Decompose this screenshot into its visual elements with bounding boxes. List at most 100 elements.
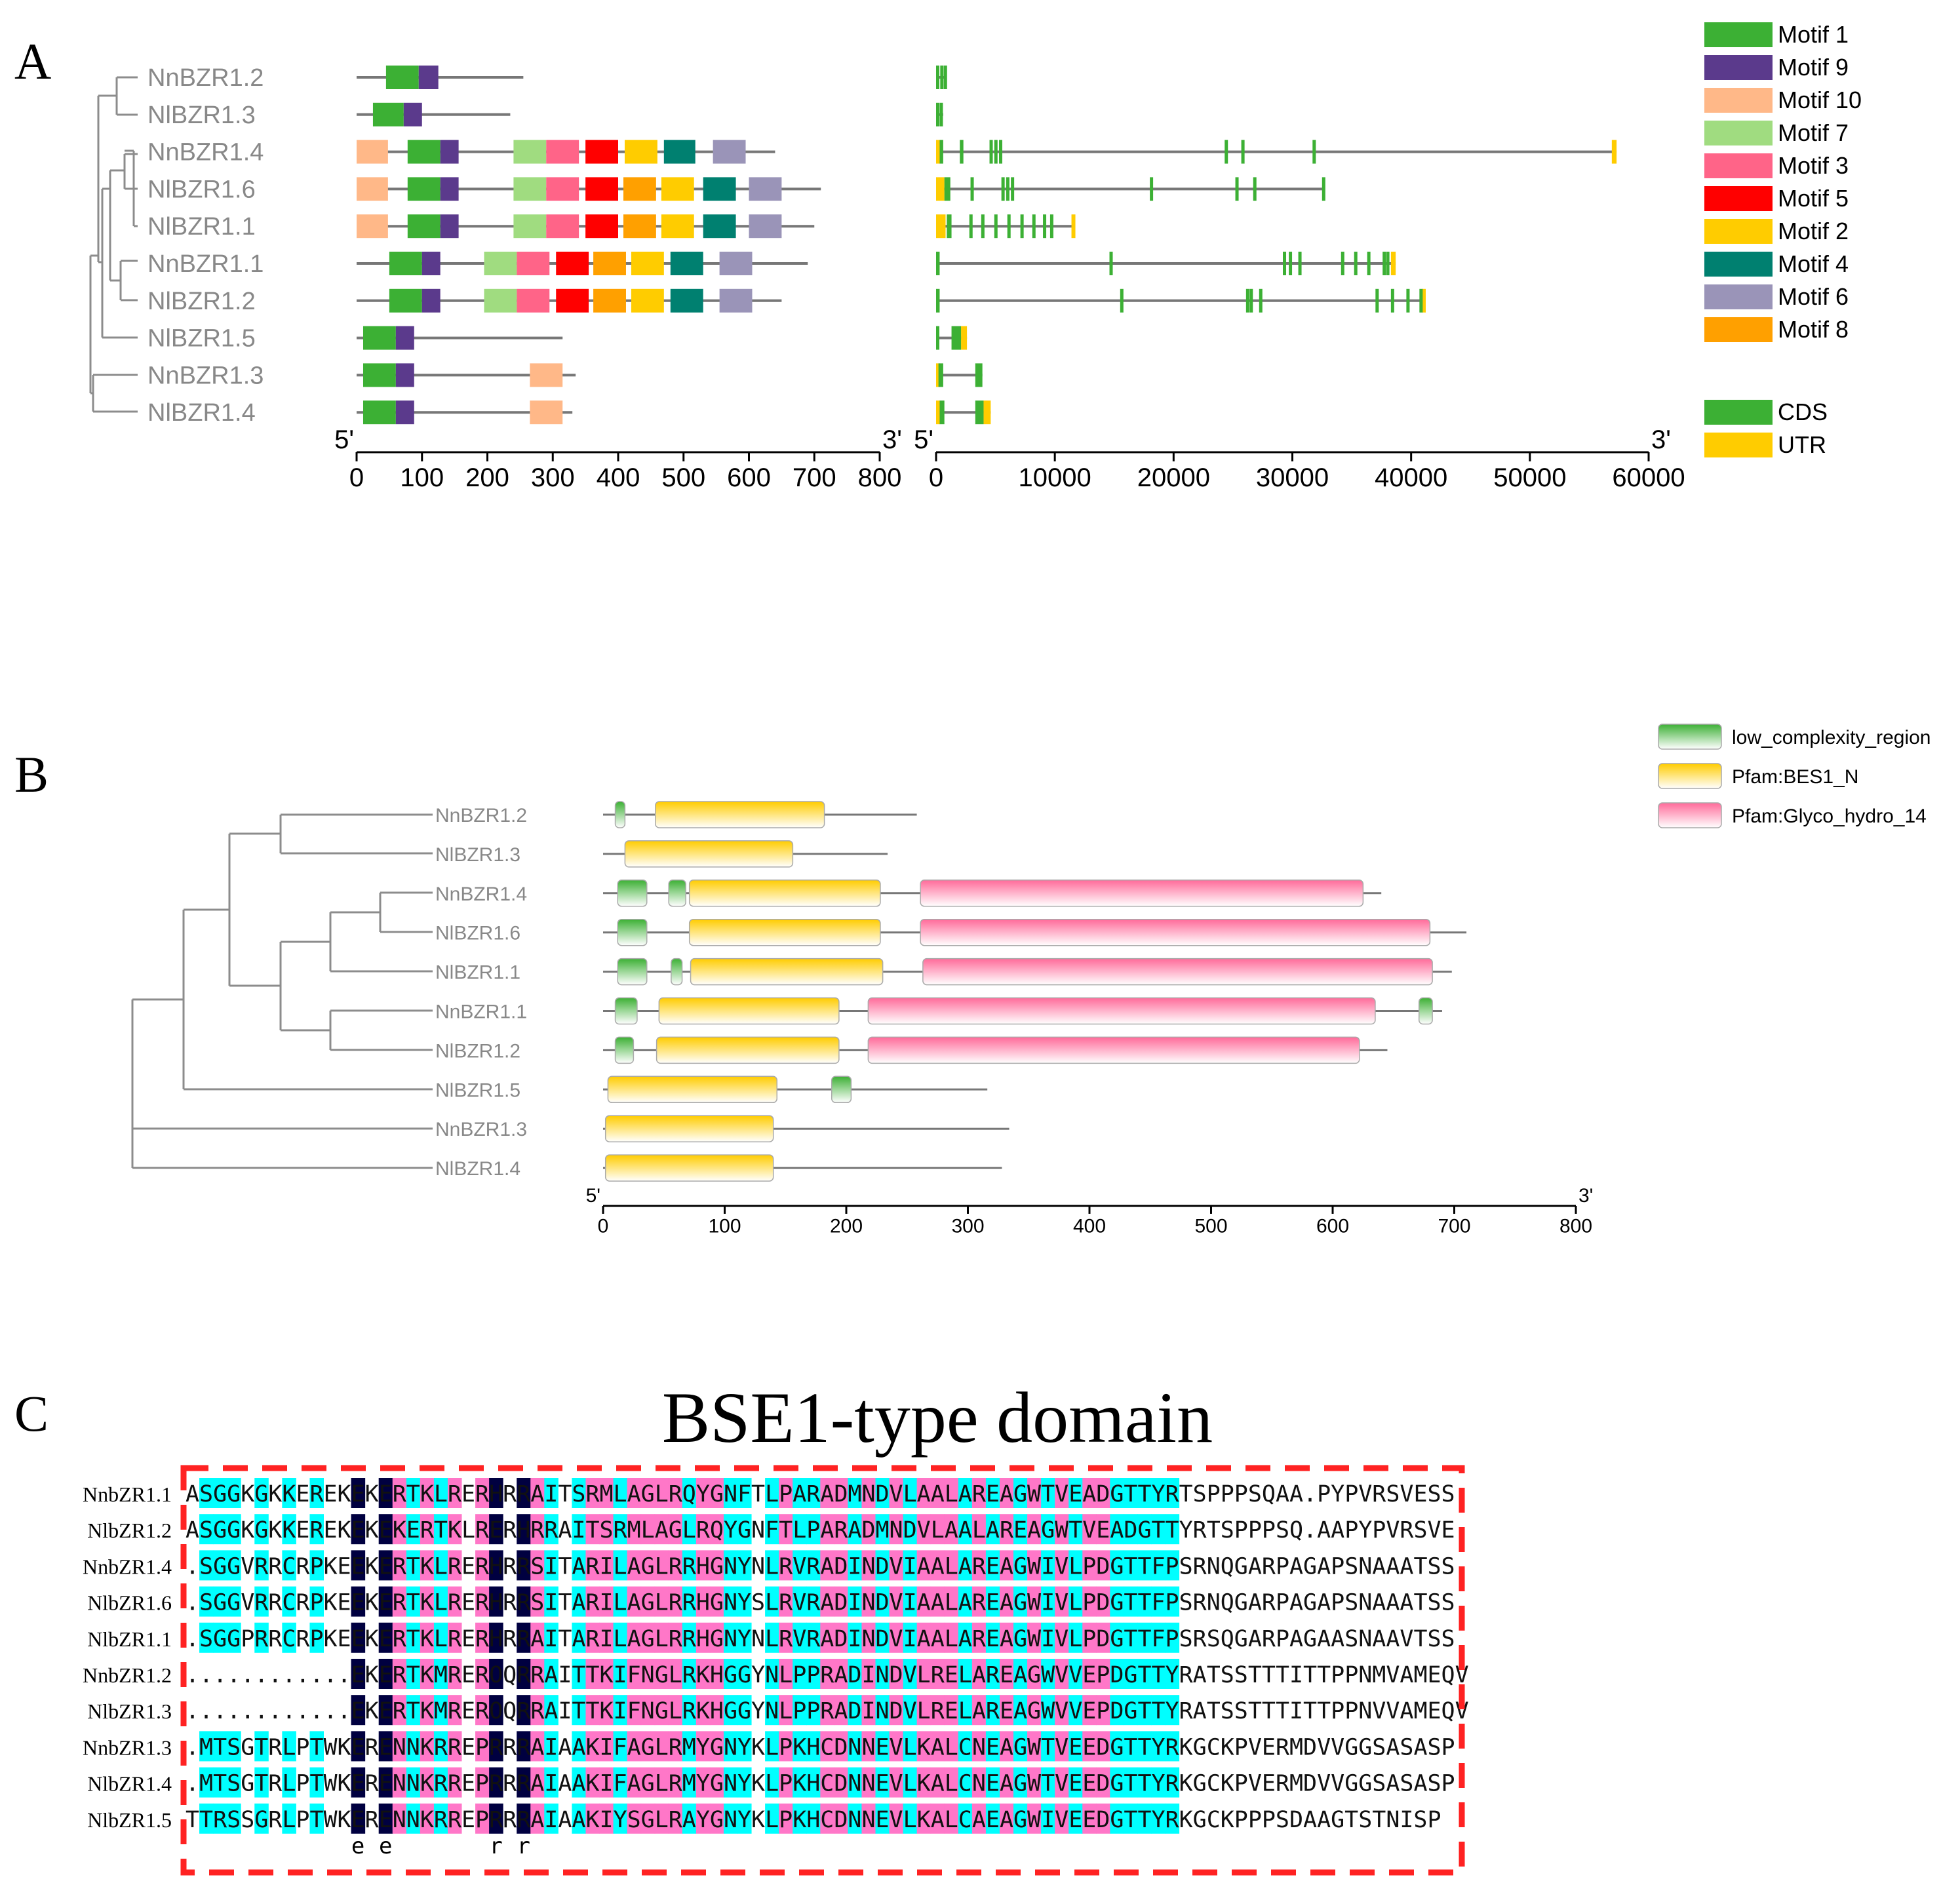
residue-shade <box>585 1514 600 1545</box>
residue-shade <box>1027 1622 1042 1653</box>
alignment-row: NlbZR1.5 TTRSSGRLPTWKERENNKRREPRRRAIAAKIY… <box>87 1803 1441 1834</box>
residue-shade <box>309 1586 324 1617</box>
residue-shade <box>793 1550 807 1581</box>
tick-label: 300 <box>531 463 575 492</box>
residue-shade <box>806 1731 821 1762</box>
residue-shade <box>1082 1695 1097 1726</box>
residue-shade <box>517 1731 531 1762</box>
residue-shade <box>723 1550 738 1581</box>
motif-7-block <box>513 214 547 239</box>
gene-label: NnBZR1.3 <box>147 362 264 389</box>
residue-shade <box>682 1586 697 1617</box>
motif-7-block <box>513 177 547 201</box>
sequence-name: NlbZR1.6 <box>87 1591 172 1615</box>
cds-block <box>943 66 947 89</box>
residue-shade <box>640 1550 656 1581</box>
motif-row <box>357 102 511 126</box>
residue-shade <box>1041 1659 1055 1689</box>
residue-shade <box>889 1622 904 1653</box>
residue-shade <box>406 1514 421 1545</box>
residue-shade <box>903 1622 918 1653</box>
legend-label: Motif 8 <box>1778 316 1849 343</box>
residue-shade <box>1165 1803 1180 1834</box>
gene-label: NlBZR1.1 <box>435 962 520 984</box>
motif-5-block <box>556 252 589 275</box>
residue-shade <box>1110 1767 1124 1798</box>
residue-shade <box>806 1478 821 1508</box>
residue-shade <box>447 1622 462 1653</box>
alignment-row: NlbZR1.3 ............EKERTKMREROQRRAITTKI… <box>87 1695 1469 1726</box>
residue-shade <box>351 1731 366 1762</box>
residue-shade <box>654 1803 669 1834</box>
residue-shade <box>682 1550 697 1581</box>
sequence-residues: .MTSGTRLPTWKERENNKRREPRRRAIAAKIFAGLRMYGN… <box>186 1771 1455 1797</box>
gene-label: NlBZR1.4 <box>147 399 256 427</box>
motif-4-block <box>670 288 703 313</box>
sequence-residues: .SGGVRRCRPKEEKERTKLRERHRRSITARILAGLRRHGN… <box>186 1590 1455 1616</box>
residue-shade <box>999 1659 1014 1689</box>
domain-block <box>656 1036 840 1064</box>
residue-shade <box>999 1586 1014 1617</box>
residue-shade <box>985 1550 1000 1581</box>
gene-label: NnBZR1.2 <box>147 64 264 92</box>
residue-shade <box>1082 1550 1097 1581</box>
cds-block <box>1007 214 1011 239</box>
cds-block <box>975 363 983 387</box>
residue-shade <box>613 1803 628 1834</box>
residue-shade <box>475 1514 490 1545</box>
domain-block <box>614 801 626 828</box>
residue-shade <box>1137 1695 1152 1726</box>
domain-row <box>603 840 888 868</box>
residue-shade <box>1082 1803 1097 1834</box>
residue-shade <box>1055 1695 1069 1726</box>
consensus-char: e <box>379 1833 392 1859</box>
residue-shade <box>1013 1803 1028 1834</box>
residue-shade <box>544 1695 559 1726</box>
residue-shade <box>668 1695 683 1726</box>
residue-shade <box>930 1659 945 1689</box>
residue-shade <box>613 1586 628 1617</box>
gene-label: NlBZR1.5 <box>435 1079 520 1101</box>
residue-shade <box>1041 1514 1055 1545</box>
legend-swatch <box>1704 433 1773 457</box>
residue-shade <box>254 1514 269 1545</box>
residue-shade <box>517 1550 531 1581</box>
residue-shade <box>599 1586 614 1617</box>
residue-shade <box>254 1550 269 1581</box>
residue-shade <box>793 1695 807 1726</box>
residue-shade <box>1068 1550 1083 1581</box>
residue-shade <box>903 1767 918 1798</box>
residue-shade <box>420 1767 435 1798</box>
residue-shade <box>1137 1478 1152 1508</box>
motif-1-block <box>407 140 441 164</box>
motif-9-block <box>395 326 414 350</box>
residue-shade <box>944 1767 959 1798</box>
residue-shade <box>433 1550 448 1581</box>
residue-shade <box>392 1731 407 1762</box>
panel-a-phylo-tree <box>89 76 138 413</box>
panel-a-structure-axis: 0 10000 20000 30000 40000 50000 60000 5' 3' <box>914 425 1685 492</box>
domain-block <box>690 958 884 986</box>
residue-shade <box>640 1659 656 1689</box>
residue-shade <box>1096 1695 1110 1726</box>
sequence-residues: ............EKERTKMREROQRRAITTKIFNGLRKHG… <box>186 1698 1469 1724</box>
residue-shade <box>1068 1731 1083 1762</box>
residue-shade <box>433 1803 448 1834</box>
residue-shade <box>737 1803 752 1834</box>
residue-shade <box>1110 1659 1124 1689</box>
residue-shade <box>1096 1550 1110 1581</box>
residue-shade <box>1165 1478 1180 1508</box>
residue-shade <box>779 1622 793 1653</box>
residue-shade <box>1068 1695 1083 1726</box>
residue-shade <box>999 1767 1014 1798</box>
residue-shade <box>916 1767 931 1798</box>
cds-block <box>994 214 998 239</box>
residue-shade <box>1096 1586 1110 1617</box>
alignment-row: NnbZR1.4 .SGGVRRCRPKEEKERTKLRERHRRSITARIL… <box>83 1550 1455 1581</box>
alignment-row: NnbZR1.2 ............EKERTKMREROQRRAITTKI… <box>83 1659 1469 1689</box>
domain-block <box>1418 997 1433 1025</box>
motif-8-block <box>623 177 656 201</box>
residue-shade <box>1013 1622 1028 1653</box>
residue-shade <box>447 1767 462 1798</box>
residue-shade <box>737 1767 752 1798</box>
